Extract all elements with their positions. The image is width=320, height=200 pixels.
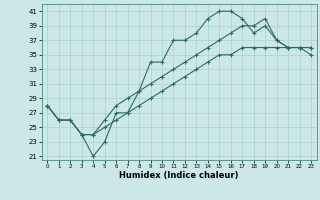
X-axis label: Humidex (Indice chaleur): Humidex (Indice chaleur) [119, 171, 239, 180]
